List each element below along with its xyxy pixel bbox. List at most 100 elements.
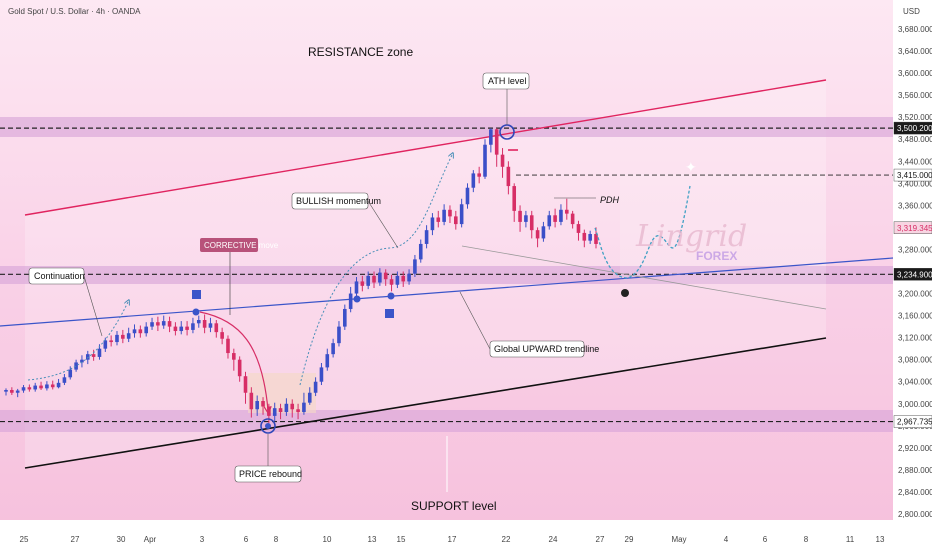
- candle-body: [383, 272, 388, 280]
- candle-body: [413, 259, 417, 274]
- price-tag-label: 2,967.735: [897, 418, 932, 427]
- channel-bottom-line: [24, 337, 827, 469]
- candle-body: [243, 376, 248, 393]
- candle-body: [138, 329, 143, 334]
- x-tick-label: 6: [244, 535, 249, 544]
- symbol-title: Gold Spot / U.S. Dollar · 4h · OANDA: [8, 7, 141, 16]
- candle-body: [261, 401, 265, 407]
- x-tick-label: 27: [71, 535, 80, 544]
- global-trendline-label: Global UPWARD trendline: [494, 344, 599, 354]
- candle-body: [337, 326, 341, 344]
- candle-body: [459, 204, 464, 225]
- channel-top-line: [24, 79, 827, 216]
- corrective-move-label: CORRECTIVE move: [204, 241, 279, 250]
- price-rebound-label: PRICE rebound: [239, 469, 302, 479]
- candle-body: [366, 275, 370, 286]
- candle-body: [208, 323, 213, 328]
- candle-body: [68, 369, 73, 378]
- eye-icon: [621, 289, 629, 297]
- candle-body: [85, 354, 90, 360]
- x-tick-label: 4: [724, 535, 729, 544]
- x-tick-label: 8: [274, 535, 279, 544]
- candle-body: [389, 279, 394, 285]
- continuation-leader: [83, 275, 103, 337]
- y-tick-label: 3,000.000: [898, 400, 932, 409]
- candle-body: [144, 326, 148, 334]
- candle-body: [489, 129, 493, 145]
- candle-body: [401, 275, 406, 282]
- currency-label: USD: [903, 7, 920, 16]
- candle-body: [354, 281, 359, 294]
- candle-body: [465, 187, 470, 205]
- touch-point-2: [353, 295, 361, 303]
- x-tick-label: 29: [625, 535, 634, 544]
- candle-body: [418, 243, 423, 260]
- y-tick-label: 3,400.000: [898, 179, 932, 188]
- x-tick-label: May: [671, 535, 686, 544]
- candle-body: [576, 224, 581, 233]
- candle-body: [331, 343, 335, 355]
- candle-body: [448, 209, 452, 217]
- candle-body: [10, 389, 14, 393]
- candle-body: [506, 166, 511, 187]
- x-tick-label: 3: [200, 535, 205, 544]
- candle-body: [150, 322, 154, 327]
- global-trendline-leader: [459, 291, 491, 350]
- candle-body: [62, 377, 67, 383]
- candle-body: [249, 392, 254, 410]
- candle-body: [226, 338, 230, 354]
- bullish-momentum-label: BULLISH momentum: [296, 196, 381, 206]
- candle-body: [39, 385, 43, 389]
- candle-body: [15, 390, 20, 393]
- bullish-leader: [367, 200, 399, 249]
- global-upward-trendline: [0, 257, 894, 327]
- candle-body: [494, 129, 499, 155]
- candle-body: [132, 329, 137, 334]
- candle-body: [570, 213, 575, 225]
- y-tick-label: 2,840.000: [898, 488, 932, 497]
- candle-body: [307, 392, 312, 403]
- price-tag: [893, 121, 932, 135]
- grey-trendline: [461, 245, 827, 310]
- candle-body: [91, 354, 96, 357]
- candle-body: [500, 154, 505, 167]
- candle-body: [471, 173, 476, 188]
- y-tick-label: 2,800.000: [898, 510, 932, 519]
- support-level-label: SUPPORT level: [411, 499, 497, 513]
- corrective-label-box: [200, 238, 258, 252]
- candle-body: [547, 215, 552, 227]
- y-tick-label: 3,120.000: [898, 334, 932, 343]
- x-tick-label: 17: [448, 535, 457, 544]
- candle-body: [541, 226, 546, 239]
- candle-body: [518, 210, 522, 222]
- candle-body: [284, 403, 289, 413]
- price-tag-label: 3,234.900: [897, 270, 932, 279]
- candle-body: [296, 409, 300, 413]
- price-tag: [893, 168, 932, 182]
- x-tick-label: 22: [502, 535, 511, 544]
- candle-body: [237, 359, 242, 377]
- candle-body: [325, 354, 330, 368]
- candle-body: [220, 332, 224, 339]
- x-tick-label: Apr: [144, 535, 157, 544]
- y-tick-label: 3,480.000: [898, 135, 932, 144]
- candle-body: [302, 402, 306, 413]
- candle-body: [477, 173, 481, 177]
- x-tick-label: 8: [804, 535, 809, 544]
- candle-body: [115, 334, 119, 343]
- touch-point-1: [192, 308, 200, 316]
- candle-body: [214, 323, 219, 333]
- price-tag-label: 3,415.000: [897, 171, 932, 180]
- candle-body: [167, 321, 172, 327]
- candle-body: [173, 326, 178, 332]
- y-tick-label: 3,680.000: [898, 25, 932, 34]
- x-tick-label: 13: [368, 535, 377, 544]
- candle-body: [430, 217, 435, 231]
- candle-body: [588, 234, 592, 241]
- up-arrow-icon: [192, 290, 201, 299]
- candle-body: [255, 401, 259, 410]
- price-tag: [893, 415, 932, 428]
- x-tick-label: 10: [323, 535, 332, 544]
- x-tick-label: 30: [117, 535, 126, 544]
